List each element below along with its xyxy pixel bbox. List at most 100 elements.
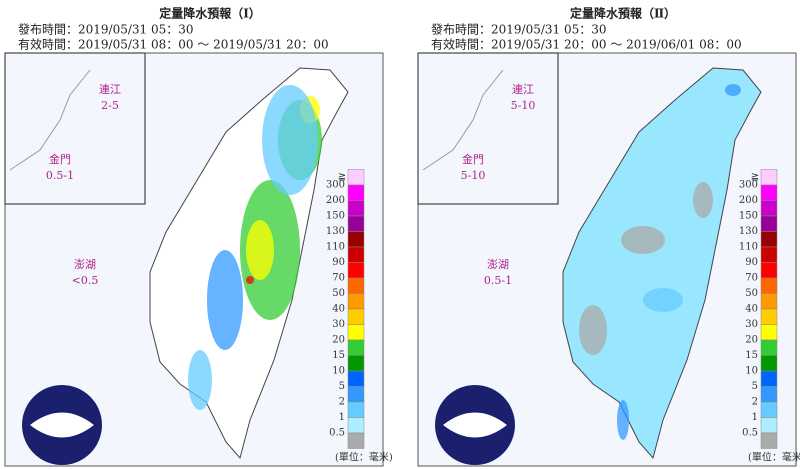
legend-swatch: [347, 308, 365, 325]
legend-label: 110: [326, 242, 345, 253]
legend-swatch: [760, 169, 778, 186]
legend-swatch: [760, 184, 778, 201]
legend-swatch: [347, 339, 365, 356]
legend-swatch: [760, 324, 778, 341]
legend-label: 200: [326, 195, 345, 206]
legend-label: 150: [739, 211, 758, 222]
inset-box: [4, 52, 146, 205]
legend-label: 110: [739, 242, 758, 253]
rain-area: [246, 276, 254, 284]
legend-symbol: ≧: [338, 172, 346, 183]
rain-area: [246, 220, 274, 280]
island-name: 金門: [462, 152, 484, 166]
island-value: 2-5: [101, 99, 119, 112]
legend-label: 30: [332, 319, 345, 330]
legend-label: 15: [332, 350, 345, 361]
island-name: 連江: [99, 82, 121, 96]
legend-label: 50: [745, 288, 758, 299]
rain-area: [643, 288, 683, 312]
legend-swatch: [347, 293, 365, 310]
rain-area: [725, 84, 741, 96]
unit: (單位：毫米): [335, 451, 393, 464]
legend-swatch: [347, 401, 365, 418]
coastline: [422, 69, 504, 171]
legend-label: 200: [739, 195, 758, 206]
legend-label: 30: [745, 319, 758, 330]
legend-swatch: [347, 246, 365, 263]
legend-swatch: [760, 308, 778, 325]
island-value: 5-10: [511, 99, 536, 112]
legend-swatch: [347, 277, 365, 294]
legend-swatch: [347, 355, 365, 372]
legend-label: 0.5: [329, 428, 345, 439]
legend-label: 2: [339, 397, 345, 408]
legend-label: 5: [752, 381, 758, 392]
coastline: [9, 69, 91, 171]
rain-area: [262, 85, 318, 195]
legend-label: 1: [339, 412, 345, 423]
legend-label: 1: [752, 412, 758, 423]
legend-label: 150: [326, 211, 345, 222]
legend-label: 50: [332, 288, 345, 299]
legend-label: 90: [745, 257, 758, 268]
legend-swatch: [760, 370, 778, 387]
island-value: <0.5: [72, 274, 99, 287]
legend-label: 10: [332, 366, 345, 377]
legend-label: 70: [745, 273, 758, 284]
valid-time: 有效時間：2019/05/31 08：00 ～ 2019/05/31 20：00: [18, 37, 329, 52]
issued-time: 發布時間：2019/05/31 05：30: [18, 22, 194, 37]
logo-swirl: [443, 412, 507, 438]
legend-swatch: [347, 262, 365, 279]
island-value: 0.5-1: [46, 169, 74, 182]
legend-symbol: ≧: [751, 172, 759, 183]
rain-area: [693, 182, 713, 218]
island-name: 連江: [512, 82, 534, 96]
legend-label: 90: [332, 257, 345, 268]
legend-swatch: [760, 386, 778, 403]
legend-swatch: [347, 231, 365, 248]
legend-swatch: [760, 277, 778, 294]
island-value: 5-10: [461, 169, 486, 182]
legend-swatch: [347, 417, 365, 434]
legend-swatch: [760, 293, 778, 310]
legend-swatch: [347, 370, 365, 387]
legend-label: 130: [739, 226, 758, 237]
legend-label: 20: [745, 335, 758, 346]
rain-area: [579, 305, 607, 355]
legend-label: 10: [745, 366, 758, 377]
rain-area: [621, 226, 665, 254]
forecast-panel: 定量降水預報（Ⅰ）發布時間：2019/05/31 05：30有效時間：2019/…: [4, 6, 393, 467]
legend-swatch: [347, 184, 365, 201]
island-name: 澎湖: [487, 258, 509, 271]
legend-label: 130: [326, 226, 345, 237]
panel-title: 定量降水預報（Ⅱ）: [570, 6, 676, 21]
legend-swatch-lowest: [760, 432, 778, 449]
taiwan-land: [562, 67, 762, 460]
legend-label: 40: [332, 304, 345, 315]
legend-swatch: [760, 200, 778, 217]
legend-swatch: [347, 324, 365, 341]
unit: (單位：毫米): [748, 451, 800, 464]
legend-swatch: [760, 401, 778, 418]
inset-box: [417, 52, 559, 205]
legend-swatch: [347, 386, 365, 403]
panel-title: 定量降水預報（Ⅰ）: [159, 6, 261, 21]
island-name: 金門: [49, 152, 71, 166]
island-value: 0.5-1: [484, 274, 512, 287]
legend-label: 0.5: [742, 428, 758, 439]
legend-swatch: [760, 262, 778, 279]
legend-label: 2: [752, 397, 758, 408]
legend-swatch: [760, 417, 778, 434]
legend-label: 300: [739, 180, 758, 191]
legend-label: 15: [745, 350, 758, 361]
rain-area: [617, 400, 629, 440]
legend-swatch: [760, 231, 778, 248]
legend-swatch: [347, 200, 365, 217]
forecast-panel: 定量降水預報（Ⅱ）發布時間：2019/05/31 05：30有效時間：2019/…: [417, 6, 800, 467]
legend-swatch: [760, 355, 778, 372]
legend-swatch: [760, 339, 778, 356]
legend-label: 20: [332, 335, 345, 346]
rain-area: [188, 350, 212, 410]
legend-label: 40: [745, 304, 758, 315]
